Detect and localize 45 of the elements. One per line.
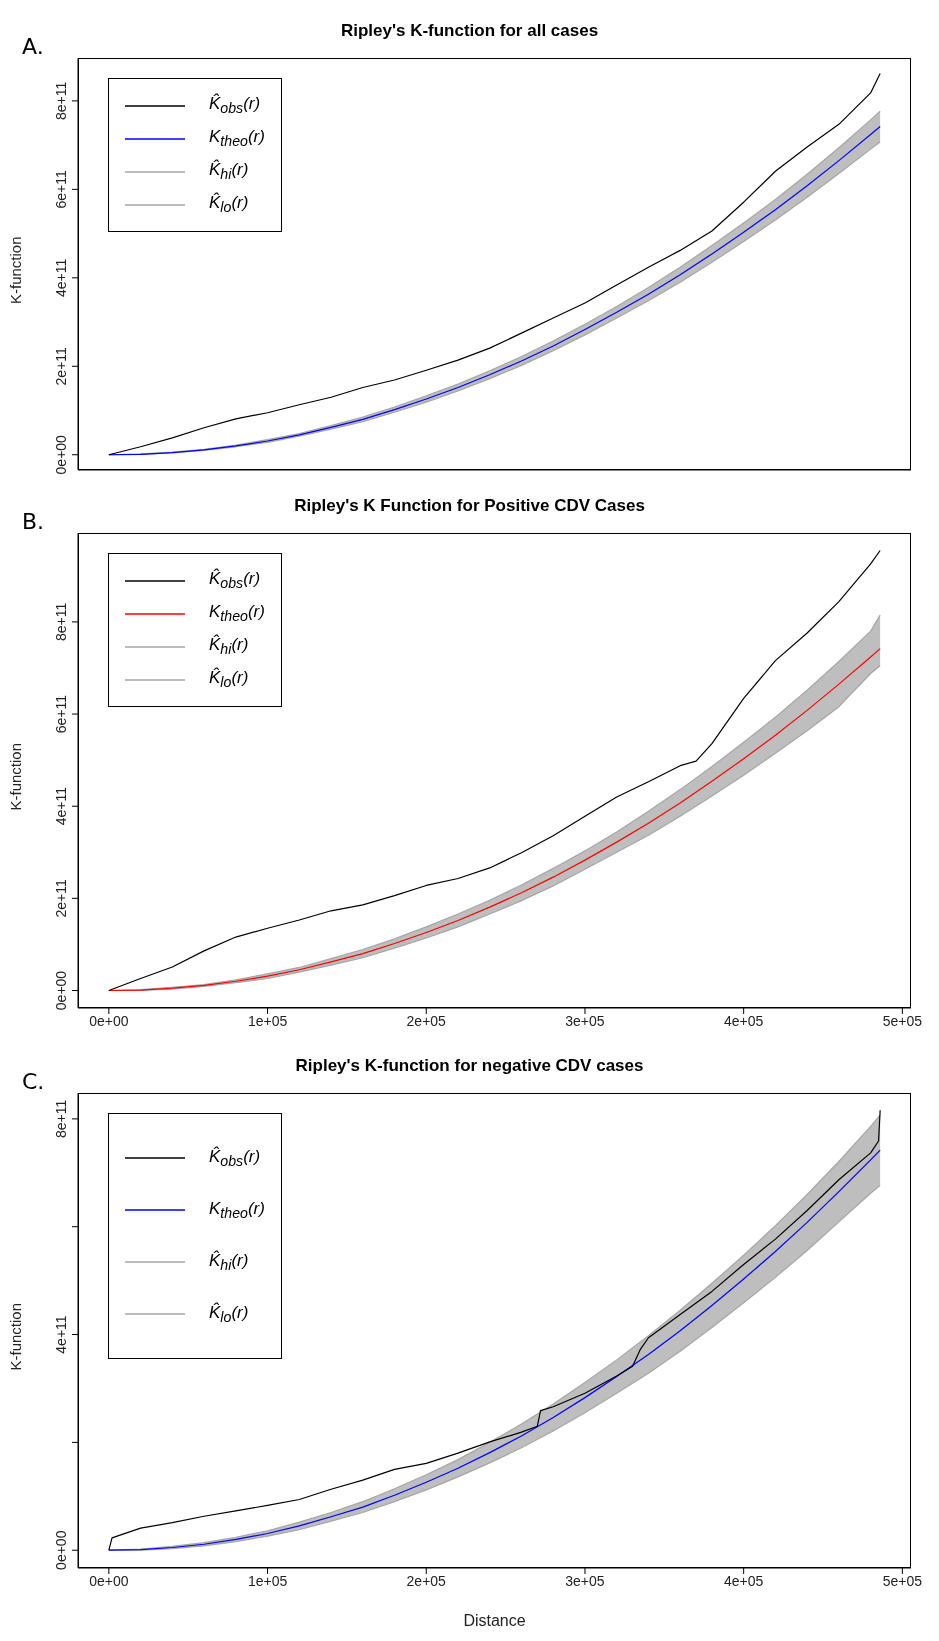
y-tick-label: 4e+11 xyxy=(53,786,69,826)
text: A. xyxy=(22,34,44,59)
x-tick-label: 4e+05 xyxy=(724,1012,764,1029)
legend-label: K̂$_{hi}$(r) xyxy=(209,1250,249,1274)
x-tick-label: 0e+00 xyxy=(89,1572,129,1589)
y-tick-label: 2e+11 xyxy=(53,346,69,386)
chart-title: Ripley's K-function for negative CDV cases xyxy=(295,1056,644,1075)
y-tick-label: 4e+11 xyxy=(53,258,69,297)
chart-title: Ripley's K-function for all cases xyxy=(340,21,599,40)
y-tick-label: 8e+11 xyxy=(53,602,69,642)
legend-label: K$_{theo}$(r) xyxy=(209,127,265,150)
y-axis-title: K-function xyxy=(7,236,25,304)
y-tick-label: 4e+11 xyxy=(53,1315,69,1354)
y-tick-label: 8e+11 xyxy=(53,1099,69,1139)
x-tick-label: 1e+05 xyxy=(247,1572,288,1589)
chart-title: Ripley's K Function for Positive CDV Cases xyxy=(294,496,645,515)
legend-label: K̂$_{lo}$(r) xyxy=(209,668,249,691)
legend-label: K̂$_{hi}$(r) xyxy=(209,635,249,658)
legend-label: K̂$_{lo}$(r) xyxy=(209,1302,249,1326)
x-tick-label: 1e+05 xyxy=(247,1012,288,1029)
legend-label: K$_{theo}$(r) xyxy=(209,602,265,625)
y-tick-label: 0e+00 xyxy=(53,434,69,475)
legend-label: K̂$_{obs}$(r) xyxy=(209,569,261,592)
x-tick-label: 3e+05 xyxy=(565,1572,605,1589)
legend-label: K̂$_{lo}$(r) xyxy=(209,193,249,216)
x-tick-label: 5e+05 xyxy=(882,1012,923,1029)
x-tick-label: 0e+00 xyxy=(89,1012,129,1029)
y-tick-label: 8e+11 xyxy=(53,81,69,121)
legend-label: K̂$_{hi}$(r) xyxy=(209,160,249,183)
x-axis-title: Distance xyxy=(463,1612,526,1629)
legend-label: K̂$_{obs}$(r) xyxy=(209,1146,261,1170)
legend-label: K$_{theo}$(r) xyxy=(209,1198,265,1222)
x-tick-label: 2e+05 xyxy=(406,1012,447,1029)
x-tick-label: 5e+05 xyxy=(882,1572,923,1589)
y-tick-label: 2e+11 xyxy=(53,878,69,918)
x-tick-label: 3e+05 xyxy=(565,1012,605,1029)
y-tick-label: 6e+11 xyxy=(53,170,69,209)
x-tick-label: 2e+05 xyxy=(406,1572,447,1589)
y-axis-title: K-function xyxy=(7,1302,25,1371)
y-axis-title: K-function xyxy=(7,742,25,811)
text: B. xyxy=(22,509,45,534)
text: C. xyxy=(22,1069,45,1094)
legend-label: K̂$_{obs}$(r) xyxy=(209,94,261,117)
x-tick-label: 4e+05 xyxy=(724,1572,764,1589)
y-tick-label: 6e+11 xyxy=(53,694,69,734)
